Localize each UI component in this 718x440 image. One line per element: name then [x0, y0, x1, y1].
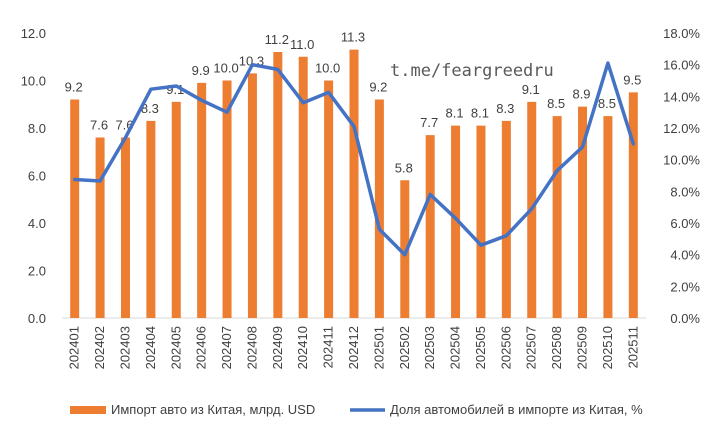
x-axis-tick-label: 202411 [321, 326, 336, 368]
right-axis-tick-label: 14.0% [663, 89, 700, 104]
bar-data-label: 11.0 [290, 37, 314, 52]
bar [120, 137, 130, 318]
bar [197, 82, 207, 318]
x-axis-tick-label: 202510 [600, 326, 615, 369]
bar [400, 180, 410, 318]
bar-data-label: 8.1 [471, 106, 489, 121]
right-axis-tick-label: 2.0% [670, 279, 700, 294]
x-axis-tick-label: 202407 [219, 326, 234, 369]
share-line [72, 61, 636, 257]
bar [146, 120, 156, 318]
bar [349, 49, 359, 318]
x-axis-tick-label: 202505 [473, 326, 488, 369]
x-axis-tick-label: 202401 [67, 326, 82, 369]
bar-data-label: 8.3 [496, 101, 514, 116]
bar [451, 125, 461, 318]
right-axis-tick-label: 8.0% [670, 184, 700, 199]
legend: Импорт авто из Китая, млрд. USD Доля авт… [70, 402, 643, 417]
bar [95, 137, 105, 318]
x-axis-tick-label: 202409 [270, 326, 285, 369]
bar-data-label: 11.3 [341, 30, 365, 45]
left-axis-tick-label: 0.0 [28, 311, 46, 326]
x-axis-tick-label: 202412 [346, 326, 361, 369]
x-axis-tick-label: 202503 [422, 326, 437, 369]
x-axis-tick-label: 202511 [625, 326, 640, 368]
bar [374, 99, 384, 318]
x-axis-ticks: 202401 202402 202403 202404 202405 202406 2024… [67, 326, 641, 369]
bar [273, 52, 283, 318]
bar-data-label: 8.5 [547, 96, 565, 111]
x-axis-tick-label: 202405 [168, 326, 183, 369]
right-axis-tick-label: 10.0% [663, 153, 700, 168]
bar-data-label: 8.9 [572, 87, 590, 102]
bar [603, 116, 613, 318]
watermark: t.me/feargreedru [390, 61, 554, 81]
legend-label-bar: Импорт авто из Китая, млрд. USD [111, 402, 315, 417]
bar [501, 120, 511, 318]
right-axis-tick-label: 18.0% [663, 26, 700, 41]
bar-data-label: 8.1 [446, 106, 464, 121]
left-axis-tick-label: 4.0 [28, 216, 46, 231]
bar-data-label: 10.0 [315, 61, 340, 76]
left-axis: 0.0 2.0 4.0 6.0 8.0 10.0 12.0 [21, 26, 46, 326]
bar [247, 73, 257, 318]
left-axis-tick-label: 10.0 [21, 74, 46, 89]
bar-data-label: 9.1 [522, 82, 540, 97]
x-axis-tick-label: 202404 [143, 326, 158, 369]
x-axis-tick-label: 202506 [498, 326, 513, 369]
bar-data-label: 8.5 [598, 96, 616, 111]
bar-data-label: 9.2 [65, 80, 83, 95]
bar-data-label: 8.3 [141, 101, 159, 116]
bar [222, 80, 232, 318]
bar [578, 106, 588, 318]
bar-data-label: 9.2 [369, 80, 387, 95]
right-axis-tick-label: 12.0% [663, 121, 700, 136]
x-axis-tick-label: 202403 [117, 326, 132, 369]
left-axis-tick-label: 12.0 [21, 26, 46, 41]
right-axis-tick-label: 6.0% [670, 216, 700, 231]
right-axis-tick-label: 16.0% [663, 58, 700, 73]
x-axis-tick-label: 202507 [524, 326, 539, 369]
bar [324, 80, 334, 318]
left-axis-tick-label: 8.0 [28, 121, 46, 136]
bar [552, 116, 562, 318]
x-axis-tick-label: 202408 [244, 326, 259, 369]
bar [476, 125, 486, 318]
bar-series [70, 49, 638, 318]
bar [298, 56, 308, 318]
x-axis-tick-label: 202508 [549, 326, 564, 369]
bar-data-label: 7.7 [420, 115, 438, 130]
bar-data-label: 11.2 [265, 32, 289, 47]
x-axis-tick-label: 202501 [371, 326, 386, 369]
bar [628, 92, 638, 318]
legend-swatch-bar [70, 406, 106, 414]
bar [425, 135, 435, 318]
bar-data-label: 9.5 [623, 72, 641, 87]
bar-data-label: 7.6 [90, 118, 108, 133]
bar [70, 99, 80, 318]
bar [171, 101, 181, 318]
bar-data-label: 5.8 [395, 160, 413, 175]
legend-label-line: Доля автомобилей в импорте из Китая, % [390, 402, 643, 417]
bar-data-label: 10.0 [213, 61, 238, 76]
right-axis-tick-label: 4.0% [670, 248, 700, 263]
x-axis-tick-label: 202406 [194, 326, 209, 369]
bar-data-label: 9.9 [192, 63, 210, 78]
left-axis-tick-label: 6.0 [28, 169, 46, 184]
x-axis-tick-label: 202504 [448, 326, 463, 369]
left-axis-tick-label: 2.0 [28, 264, 46, 279]
x-axis-tick-label: 202502 [397, 326, 412, 369]
x-axis-tick-label: 202402 [92, 326, 107, 369]
line-series [72, 61, 636, 257]
x-axis-tick-label: 202509 [575, 326, 590, 369]
right-axis: 0.0% 2.0% 4.0% 6.0% 8.0% 10.0% 12.0% 14.0% 16.0%… [663, 26, 700, 326]
x-axis-tick-label: 202410 [295, 326, 310, 369]
right-axis-tick-label: 0.0% [670, 311, 700, 326]
